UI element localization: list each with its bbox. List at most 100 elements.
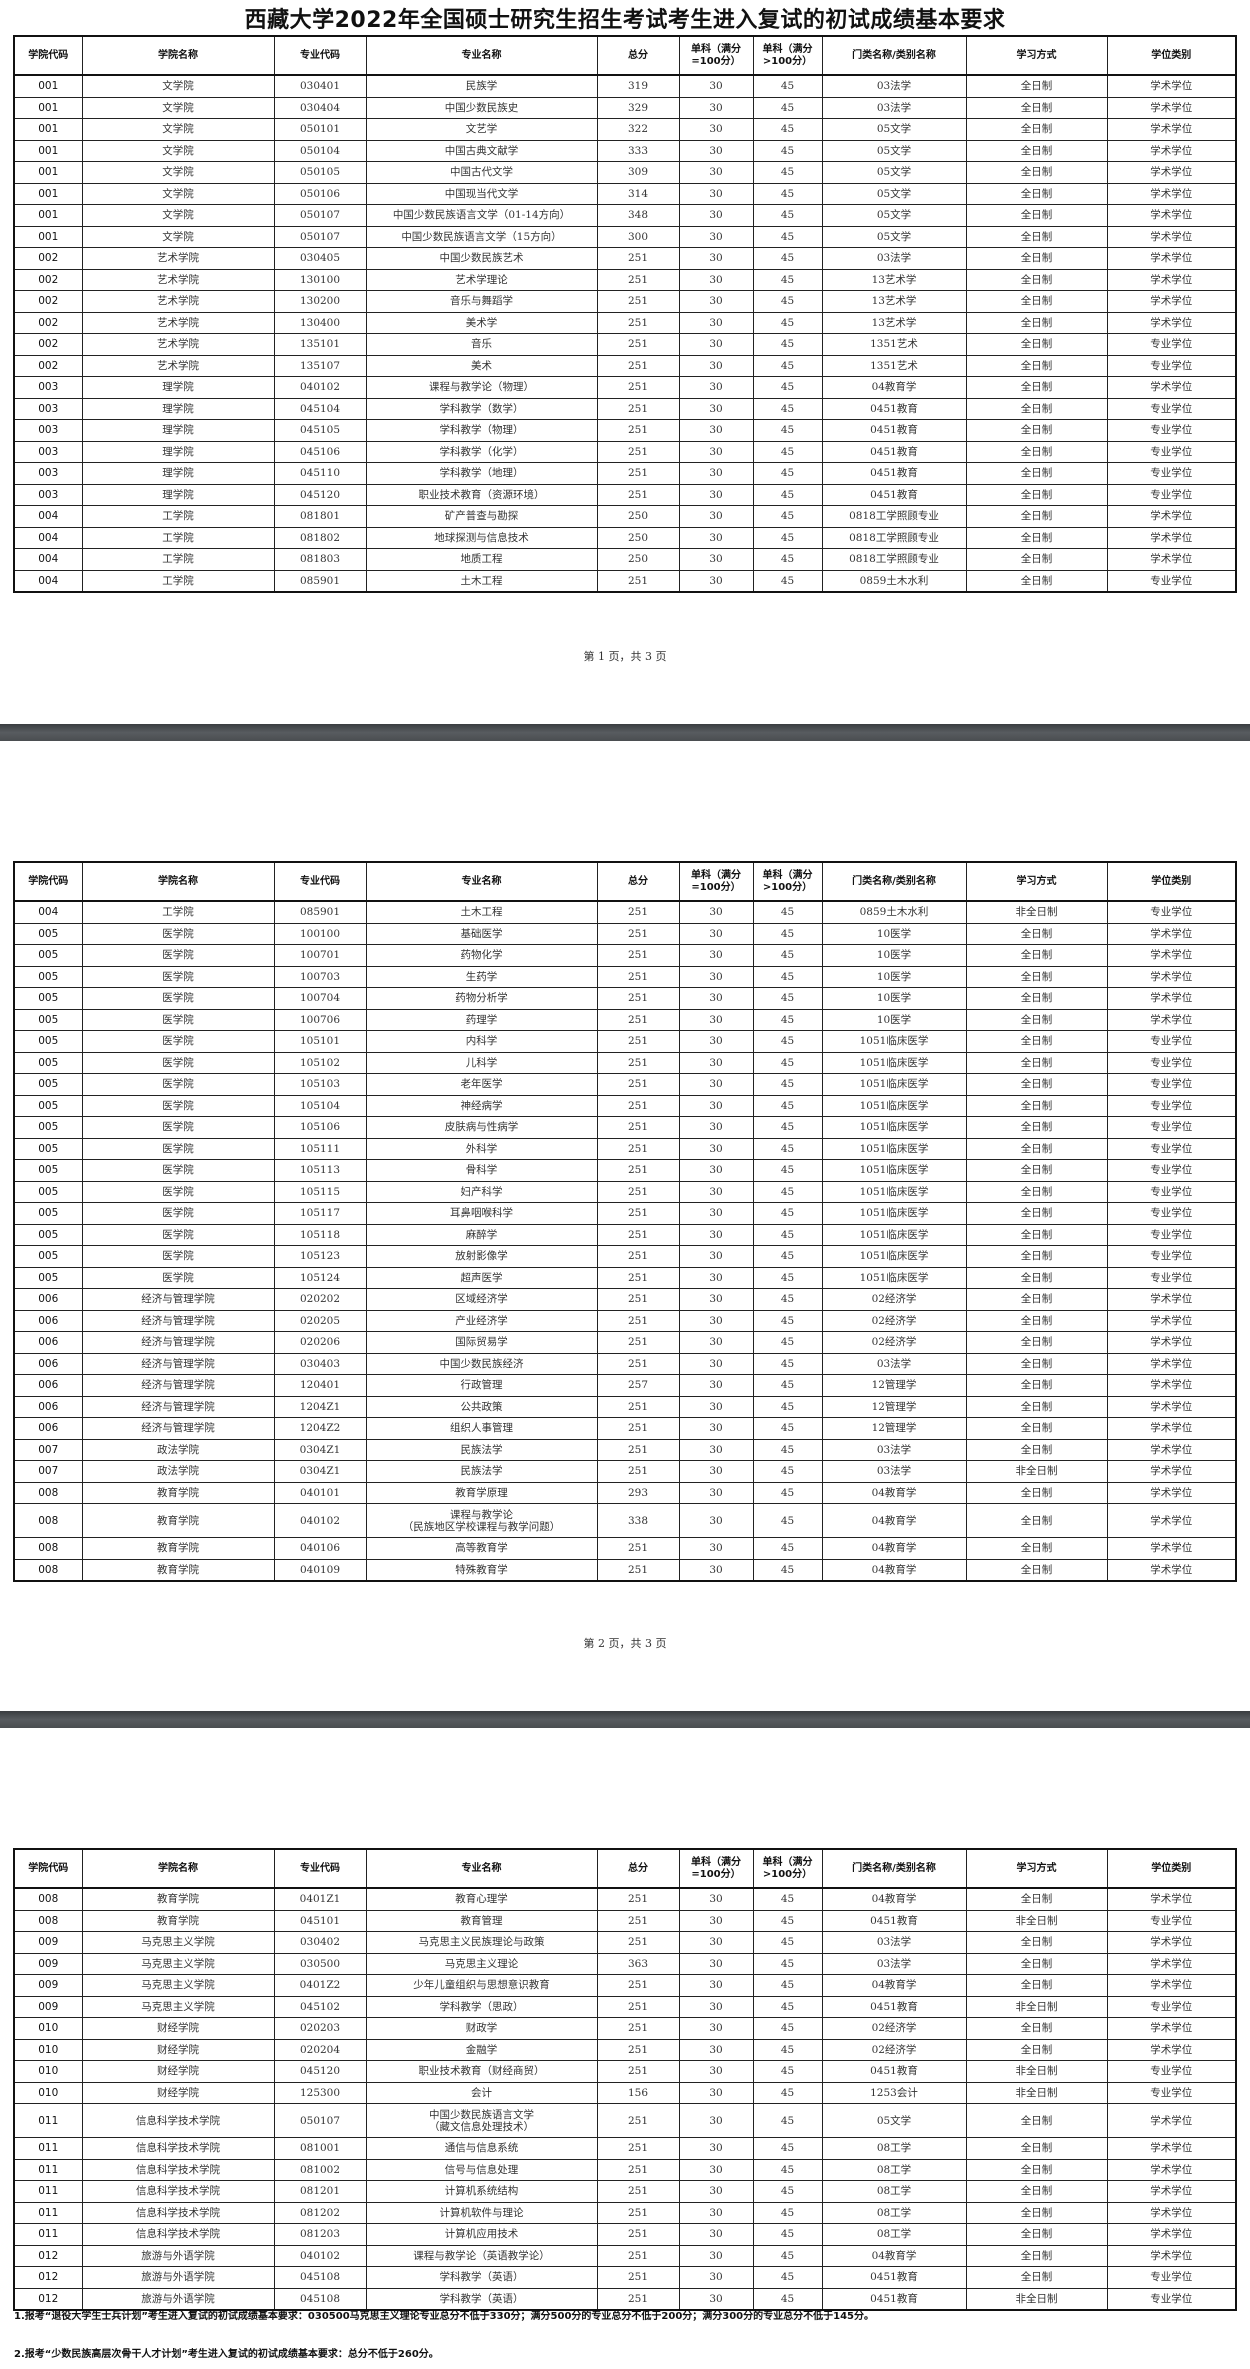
table-cell: 全日制 [965, 2158, 1108, 2181]
table-cell: 009 [13, 1931, 83, 1954]
table-cell: 药理学 [365, 1008, 598, 1031]
table-cell: 全日制 [965, 2180, 1108, 2203]
table-cell: 0451教育 [821, 1909, 967, 1932]
table-cell: 学术学位 [1106, 1309, 1237, 1332]
table-cell: 003 [13, 419, 83, 442]
table-cell: 1204Z1 [273, 1395, 367, 1418]
table-cell: 30 [678, 2223, 754, 2246]
table-row: 005 医学院 105101 内科学 251 30 45 1051临床医学 全日制 专业学位 [13, 1030, 1237, 1053]
table-cell: 全日制 [965, 1051, 1108, 1074]
table-cell: 251 [596, 965, 680, 988]
table-cell: 02经济学 [821, 2017, 967, 2040]
table-cell: 全日制 [965, 2201, 1108, 2224]
table-cell: 30 [678, 1266, 754, 1289]
table-cell: 011 [13, 2201, 83, 2224]
table-cell: 081002 [273, 2158, 367, 2181]
table-cell: 艺术学院 [81, 333, 275, 356]
table-cell: 251 [596, 2060, 680, 2083]
table-cell: 30 [678, 1202, 754, 1225]
table-cell: 全日制 [965, 1266, 1108, 1289]
table-cell: 医学院 [81, 987, 275, 1010]
table-cell: 045106 [273, 440, 367, 463]
table-cell: 045105 [273, 419, 367, 442]
table-cell: 全日制 [965, 944, 1108, 967]
table-cell: 10医学 [821, 1008, 967, 1031]
table-cell: 专业学位 [1106, 1051, 1237, 1074]
table-cell: 105124 [273, 1266, 367, 1289]
table-cell: 专业学位 [1106, 1995, 1237, 2018]
table-cell: 45 [752, 2017, 823, 2040]
table-cell: 专业学位 [1106, 1245, 1237, 1268]
table-cell: 040102 [273, 1503, 367, 1538]
table-row: 004 工学院 085901 土木工程 251 30 45 0859土木水利 全日制 专业学位 [13, 569, 1237, 593]
table-cell: 全日制 [965, 526, 1108, 549]
table-cell: 081803 [273, 548, 367, 571]
table-cell: 生药学 [365, 965, 598, 988]
table-cell: 002 [13, 333, 83, 356]
table-cell: 45 [752, 2287, 823, 2311]
table-cell: 音乐 [365, 333, 598, 356]
table-cell: 30 [678, 311, 754, 334]
table-cell: 信号与信息处理 [365, 2158, 598, 2181]
table-cell: 计算机系统结构 [365, 2180, 598, 2203]
table-cell: 土木工程 [365, 900, 598, 924]
table-cell: 学术学位 [1106, 1952, 1237, 1975]
table-cell: 学术学位 [1106, 2180, 1237, 2203]
column-header: 学院名称 [81, 1848, 275, 1889]
table-cell: 理学院 [81, 462, 275, 485]
table-row: 011 信息科学技术学院 081201 计算机系统结构 251 30 45 08工学 全日制 学术… [13, 2180, 1237, 2203]
table-cell: 45 [752, 944, 823, 967]
table-cell: 30 [678, 944, 754, 967]
table-cell: 008 [13, 1909, 83, 1932]
table-row: 001 文学院 050107 中国少数民族语言文学（01-14方向） 348 30 45 05… [13, 204, 1237, 227]
table-cell: 105117 [273, 1202, 367, 1225]
table-cell: 学术学位 [1106, 1460, 1237, 1483]
table-cell: 0451教育 [821, 2287, 967, 2311]
table-cell: 04教育学 [821, 1558, 967, 1582]
table-cell: 251 [596, 1223, 680, 1246]
table-cell: 艺术学院 [81, 354, 275, 377]
table-cell: 专业学位 [1106, 1223, 1237, 1246]
table-cell: 011 [13, 2223, 83, 2246]
table-cell: 全日制 [965, 462, 1108, 485]
table-cell: 02经济学 [821, 2038, 967, 2061]
table-cell: 30 [678, 2081, 754, 2104]
table-row: 004 工学院 081801 矿产普查与勘探 250 30 45 0818工学照顾专业 全日制学… [13, 505, 1237, 528]
table-row: 008 教育学院 040106 高等教育学 251 30 45 04教育学 全日制 学术学位 [13, 1537, 1237, 1560]
table-cell: 30 [678, 440, 754, 463]
table-cell: 251 [596, 1974, 680, 1997]
table-cell: 1051临床医学 [821, 1245, 967, 1268]
table-cell: 010 [13, 2060, 83, 2083]
table-cell: 学术学位 [1106, 1395, 1237, 1418]
table-row: 006 经济与管理学院 1204Z2 组织人事管理 251 30 45 12管理学 全日制 学术学… [13, 1417, 1237, 1440]
table-cell: 012 [13, 2266, 83, 2289]
column-header: 单科（满分=100分） [678, 861, 754, 902]
table-cell: 001 [13, 204, 83, 227]
note-1: 1.报考“退役大学生士兵计划”考生进入复试的初试成绩基本要求：030500马克思… [14, 2311, 875, 2322]
table-cell: 全日制 [965, 1481, 1108, 1504]
table-cell: 251 [596, 2158, 680, 2181]
table-cell: 45 [752, 1503, 823, 1538]
table-cell: 医学院 [81, 1159, 275, 1182]
table-cell: 30 [678, 1481, 754, 1504]
table-cell: 005 [13, 1094, 83, 1117]
table-cell: 020203 [273, 2017, 367, 2040]
table-row: 003 理学院 045106 学科教学（化学） 251 30 45 0451教育 全日制 专业学位 [13, 440, 1237, 463]
table-cell: 005 [13, 1051, 83, 1074]
table-cell: 050104 [273, 139, 367, 162]
table-cell: 经济与管理学院 [81, 1288, 275, 1311]
table-cell: 专业学位 [1106, 1094, 1237, 1117]
table-cell: 学术学位 [1106, 1352, 1237, 1375]
table-cell: 45 [752, 376, 823, 399]
table-cell: 学术学位 [1106, 505, 1237, 528]
table-cell: 放射影像学 [365, 1245, 598, 1268]
table-cell: 03法学 [821, 1952, 967, 1975]
table-cell: 081802 [273, 526, 367, 549]
table-cell: 专业学位 [1106, 483, 1237, 506]
table-cell: 003 [13, 462, 83, 485]
table-cell: 005 [13, 944, 83, 967]
table-cell: 007 [13, 1438, 83, 1461]
table-row: 006 经济与管理学院 030403 中国少数民族经济 251 30 45 03法学 全日制 学术… [13, 1352, 1237, 1375]
table-row: 012 旅游与外语学院 045108 学科教学（英语） 251 30 45 0451教育 全日制… [13, 2266, 1237, 2289]
table-cell: 04教育学 [821, 1503, 967, 1538]
